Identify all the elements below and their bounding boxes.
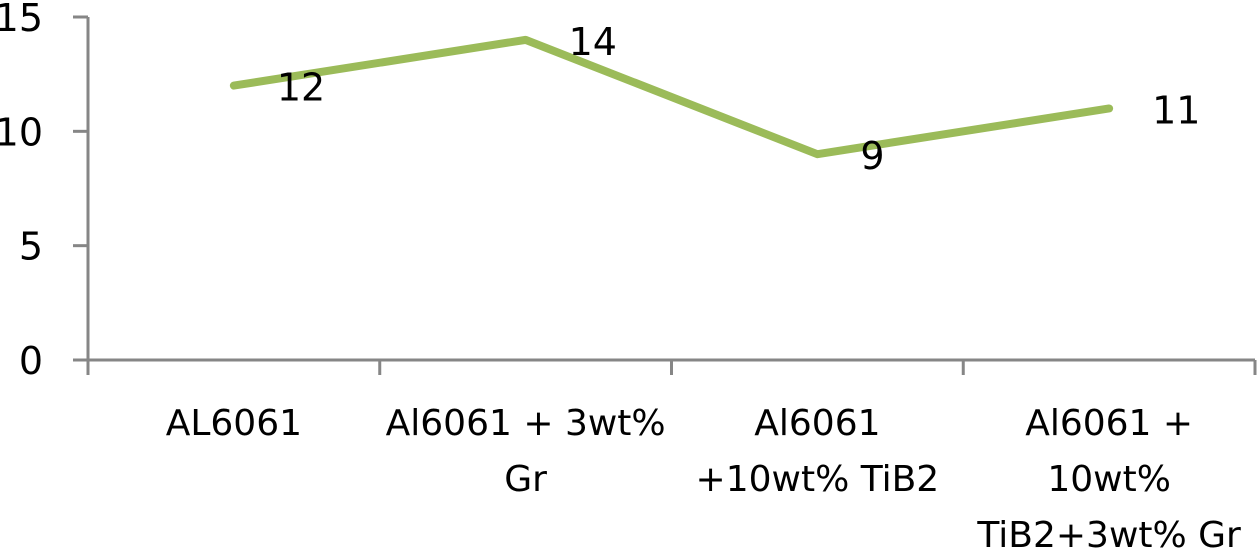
- y-tick-label: 0: [19, 339, 43, 383]
- x-tick-label: Al6061 +: [1025, 403, 1193, 444]
- y-tick-label: 10: [0, 110, 43, 154]
- x-tick-label: Gr: [504, 459, 547, 500]
- x-tick-label: Al6061 + 3wt%: [386, 403, 666, 444]
- x-tick-label: TiB2+3wt% Gr: [976, 515, 1241, 550]
- y-tick-label: 15: [0, 0, 43, 40]
- x-tick-label: Al6061: [754, 403, 880, 444]
- x-tick-label: 10wt%: [1047, 459, 1171, 500]
- data-label: 12: [277, 66, 325, 110]
- y-tick-label: 5: [19, 225, 43, 269]
- data-label: 14: [569, 20, 617, 64]
- series-line: [234, 40, 1109, 154]
- data-label: 11: [1152, 88, 1200, 132]
- x-tick-label: AL6061: [166, 403, 302, 444]
- data-label: 9: [860, 134, 884, 178]
- x-tick-label: +10wt% TiB2: [696, 459, 940, 500]
